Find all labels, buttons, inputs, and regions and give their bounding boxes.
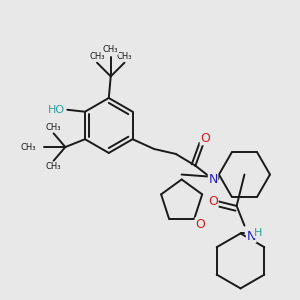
Text: O: O bbox=[208, 194, 218, 208]
Text: CH₃: CH₃ bbox=[46, 162, 61, 171]
Text: HO: HO bbox=[48, 105, 65, 115]
Text: N: N bbox=[208, 173, 218, 186]
Text: CH₃: CH₃ bbox=[117, 52, 132, 61]
Text: N: N bbox=[246, 230, 256, 242]
Text: CH₃: CH₃ bbox=[89, 52, 105, 61]
Text: O: O bbox=[195, 218, 205, 231]
Text: CH₃: CH₃ bbox=[20, 142, 36, 152]
Text: CH₃: CH₃ bbox=[103, 45, 118, 54]
Text: O: O bbox=[200, 132, 210, 145]
Text: CH₃: CH₃ bbox=[46, 123, 61, 132]
Text: H: H bbox=[254, 227, 263, 238]
